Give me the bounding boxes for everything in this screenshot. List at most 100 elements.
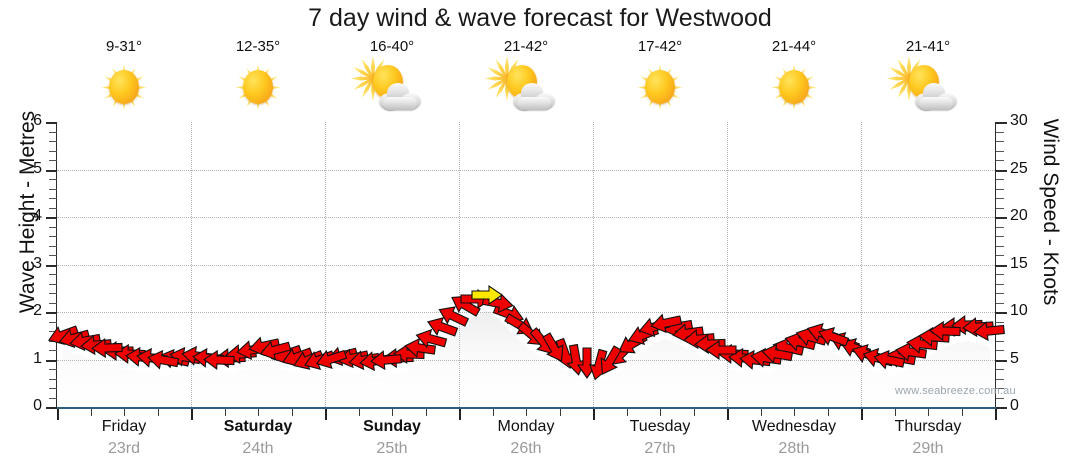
y-tick-right [996,407,1007,409]
y-minor-tick-left [49,226,57,228]
y-minor-tick-right [996,378,1004,380]
y-tick-left [46,169,57,172]
day-footer-thursday: Thursday 29th [861,416,995,471]
y-minor-tick-right [996,350,1004,351]
x-day-boundary-tick [57,409,59,420]
cloud-icon [915,83,957,110]
sun-cloud-icon [495,56,557,116]
day-header-thursday: 21-41° [861,38,995,120]
y-tick-label-left: 0 [33,397,42,414]
wind-arrow [91,338,123,359]
y-tick-left [46,407,57,409]
y-tick-label-right: 30 [1010,112,1028,129]
x-minor-tick [693,409,695,416]
y-tick-right [996,264,1007,267]
y-minor-tick-right [996,397,1004,399]
wind-arrow [202,349,235,370]
y-minor-tick-left [49,321,57,323]
y-minor-tick-left [49,150,57,152]
y-minor-tick-left [49,179,57,180]
y-minor-tick-right [996,236,1004,237]
y-minor-tick-right [996,302,1004,304]
y-minor-tick-right [996,131,1004,133]
wind-arrow [973,320,1006,342]
y-tick-right [996,122,1007,124]
y-tick-right [996,217,1007,219]
y-minor-tick-right [996,340,1004,342]
y-minor-tick-right [996,141,1004,142]
y-minor-tick-right [996,369,1004,370]
x-day-boundary-tick [861,409,863,420]
y-tick-label-right: 15 [1010,254,1028,272]
day-header-row: 9-31° 12-35° 16-40° 21-42° 17-42° 21-44° 21-41… [57,38,995,120]
y-tick-label-right: 20 [1010,207,1028,224]
watermark: www.seabreeze.com.au [895,385,1016,397]
day-footer-row: Friday 23rd Saturday 24th Sunday 25th Monday 26… [57,416,995,471]
temperature-range: 21-41° [905,38,951,55]
y-tick-left [46,264,57,267]
y-minor-tick-left [49,283,57,285]
y-tick-left [46,122,57,124]
y-minor-tick-left [49,369,57,370]
temperature-range: 21-42° [503,38,549,55]
day-header-saturday: 12-35° [191,38,325,120]
y-minor-tick-right [996,255,1004,256]
day-date: 28th [778,440,810,457]
day-header-friday: 9-31° [57,38,191,120]
x-day-boundary-tick [995,409,997,420]
day-footer-monday: Monday 26th [459,416,593,471]
cloud-icon [379,83,421,110]
day-header-tuesday: 17-42° [593,38,727,120]
day-date: 26th [510,440,542,457]
y-tick-label-left: 6 [33,112,42,129]
sun-icon [629,58,691,116]
wind-arrow-series [47,122,1006,407]
y-minor-tick-left [49,388,57,389]
sun-cloud-icon [897,56,959,116]
day-footer-tuesday: Tuesday 27th [593,416,727,471]
y-tick-label-left: 1 [33,349,42,367]
x-minor-tick [224,409,226,416]
day-footer-wednesday: Wednesday 28th [727,416,861,471]
y-minor-tick-left [49,397,57,399]
y-minor-tick-left [49,302,57,304]
y-minor-tick-right [996,188,1004,190]
x-minor-tick [425,409,427,416]
y-minor-tick-right [996,274,1004,275]
wind-arrow [705,339,737,361]
x-minor-tick [760,409,762,416]
x-day-boundary-tick [459,409,461,420]
day-date: 29th [912,440,944,457]
wind-arrow-highlight [471,284,503,305]
y-minor-tick-right [996,245,1004,247]
x-minor-tick [124,409,125,416]
y-minor-tick-left [49,198,57,199]
y-minor-tick-right [996,226,1004,228]
day-name: Wednesday [751,418,837,435]
y-minor-tick-left [49,274,57,275]
page-title: 7 day wind & wave forecast for Westwood [308,4,772,32]
x-minor-tick [392,409,393,416]
x-day-boundary-tick [727,409,729,420]
x-minor-tick [526,409,527,416]
y-minor-tick-left [49,236,57,237]
x-day-boundary-tick [593,409,595,420]
x-minor-tick [358,409,360,416]
day-name: Saturday [223,418,293,435]
day-date: 23rd [107,440,141,457]
y-minor-tick-left [49,350,57,351]
x-minor-tick [794,409,795,416]
y-minor-tick-left [49,160,57,161]
day-footer-friday: Friday 23rd [57,416,191,471]
y-minor-tick-right [996,321,1004,323]
y-axis-right-line [995,122,996,408]
y-minor-tick-left [49,331,57,332]
day-name: Tuesday [629,418,691,435]
y-tick-left [46,217,57,219]
temperature-range: 21-44° [771,38,817,55]
temperature-range: 9-31° [105,38,143,55]
x-minor-tick [827,409,829,416]
y-minor-tick-right [996,198,1004,199]
y-tick-label-right: 25 [1010,159,1028,177]
y-minor-tick-right [996,283,1004,285]
